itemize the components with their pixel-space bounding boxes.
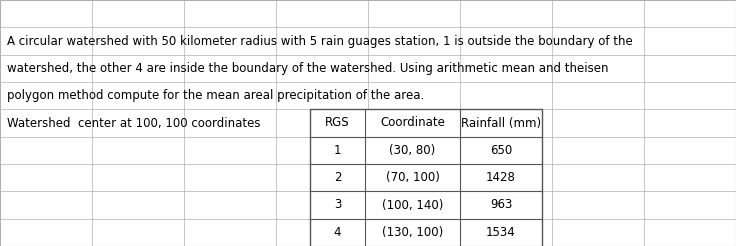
- Text: Coordinate: Coordinate: [380, 117, 445, 129]
- Text: polygon method compute for the mean areal precipitation of the area.: polygon method compute for the mean area…: [7, 89, 424, 102]
- Text: (30, 80): (30, 80): [389, 144, 436, 157]
- Text: 4: 4: [333, 226, 342, 239]
- Text: (130, 100): (130, 100): [382, 226, 443, 239]
- Text: 1: 1: [333, 144, 342, 157]
- Text: 650: 650: [490, 144, 512, 157]
- Text: (100, 140): (100, 140): [382, 199, 443, 212]
- Text: 1428: 1428: [486, 171, 516, 184]
- Text: (70, 100): (70, 100): [386, 171, 439, 184]
- Text: 3: 3: [334, 199, 342, 212]
- Text: 2: 2: [333, 171, 342, 184]
- Text: Watershed  center at 100, 100 coordinates: Watershed center at 100, 100 coordinates: [7, 117, 261, 129]
- Text: Rainfall (mm): Rainfall (mm): [461, 117, 541, 129]
- Text: 963: 963: [490, 199, 512, 212]
- Text: RGS: RGS: [325, 117, 350, 129]
- Text: watershed, the other 4 are inside the boundary of the watershed. Using arithmeti: watershed, the other 4 are inside the bo…: [7, 62, 609, 75]
- Text: A circular watershed with 50 kilometer radius with 5 rain guages station, 1 is o: A circular watershed with 50 kilometer r…: [7, 34, 633, 47]
- Bar: [310, 109, 542, 246]
- Text: 1534: 1534: [486, 226, 516, 239]
